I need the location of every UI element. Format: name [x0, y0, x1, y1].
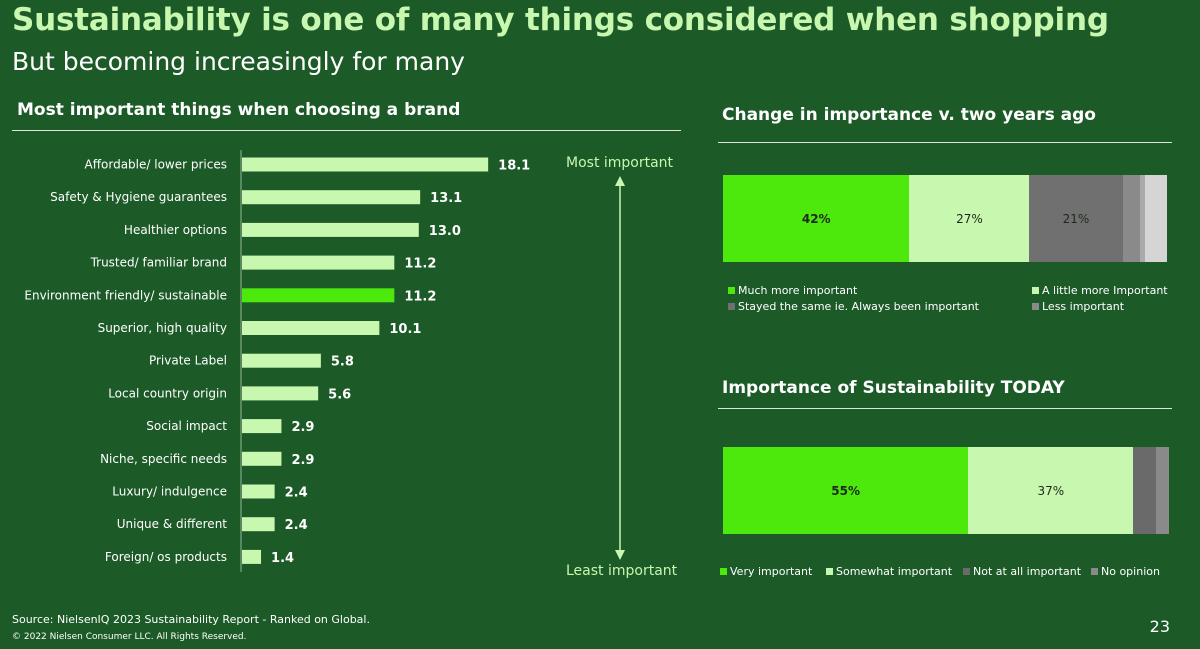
stack-segment: 55%	[723, 447, 969, 534]
page-subtitle: But becoming increasingly for many	[12, 47, 465, 76]
legend-label: Somewhat important	[836, 565, 953, 578]
legend-label: Not at all important	[973, 565, 1082, 578]
legend-swatch	[963, 568, 970, 575]
bar	[242, 517, 275, 532]
category-label: Niche, specific needs	[100, 452, 227, 466]
stack-segment: 21%	[1029, 175, 1123, 262]
bar	[242, 190, 421, 205]
legend-item: No opinion	[1091, 565, 1160, 578]
legend-item: Less important	[1032, 300, 1124, 313]
category-label: Trusted/ familiar brand	[90, 256, 227, 270]
change-title-rule	[718, 142, 1172, 143]
category-label: Local country origin	[108, 386, 227, 400]
copyright-note: © 2022 Nielsen Consumer LLC. All Rights …	[12, 632, 247, 642]
arrow-bottom-label: Least important	[566, 563, 678, 579]
legend-item: A little more Important	[1032, 284, 1168, 297]
value-label: 13.0	[429, 224, 461, 239]
legend-item: Very important	[720, 565, 812, 578]
legend-label: Less important	[1042, 300, 1125, 313]
value-label: 18.1	[498, 159, 530, 174]
legend-swatch	[826, 568, 833, 575]
category-label: Unique & different	[117, 517, 228, 531]
stack-segment	[1122, 175, 1141, 262]
legend-swatch	[728, 287, 735, 294]
category-label: Safety & Hygiene guarantees	[50, 190, 227, 204]
brand-importance-bar-chart: Affordable/ lower prices 18.1 Safety & Hyg…	[24, 150, 530, 572]
change-stacked-bar: 42% 27% 21%	[723, 175, 1167, 262]
stack-segment	[1155, 447, 1169, 534]
legend-swatch	[720, 568, 727, 575]
legend-label: Stayed the same ie. Always been importan…	[738, 300, 979, 313]
legend-label: A little more Important	[1042, 284, 1168, 297]
importance-arrow-icon	[615, 176, 625, 560]
category-label: Private Label	[149, 354, 227, 368]
value-label: 2.4	[285, 518, 308, 533]
bar	[242, 157, 489, 172]
stack-segment	[1144, 175, 1167, 262]
arrow-top-label: Most important	[566, 155, 674, 171]
bar	[242, 222, 419, 237]
bar	[242, 451, 282, 466]
legend-label: No opinion	[1101, 565, 1160, 578]
stack-segment: 37%	[968, 447, 1134, 534]
bar-highlighted	[242, 288, 395, 303]
source-note: Source: NielsenIQ 2023 Sustainability Re…	[12, 613, 370, 626]
value-label: 2.9	[291, 420, 314, 435]
stack-segment	[1140, 175, 1145, 262]
category-label: Environment friendly/ sustainable	[24, 288, 227, 302]
value-label: 5.8	[331, 355, 354, 370]
legend-item: Stayed the same ie. Always been importan…	[728, 300, 979, 313]
category-label: Luxury/ indulgence	[112, 485, 227, 499]
category-label: Superior, high quality	[98, 321, 227, 335]
value-label: 5.6	[328, 387, 351, 402]
left-chart-title: Most important things when choosing a br…	[17, 100, 461, 120]
page-title: Sustainability is one of many things con…	[12, 2, 1109, 38]
stack-segment: 27%	[909, 175, 1030, 262]
legend-label: Very important	[730, 565, 813, 578]
value-label: 13.1	[430, 191, 462, 206]
category-label: Affordable/ lower prices	[85, 158, 227, 172]
value-label: 2.4	[285, 486, 308, 501]
today-stacked-bar: 55% 37%	[723, 447, 1169, 534]
legend-swatch	[1032, 287, 1039, 294]
category-label: Social impact	[146, 419, 227, 433]
stack-segment: 42%	[723, 175, 910, 262]
value-label: 1.4	[271, 551, 294, 566]
bar	[242, 549, 262, 564]
legend-item: Somewhat important	[826, 565, 952, 578]
bar	[242, 353, 321, 368]
bar	[242, 419, 282, 434]
today-chart-title: Importance of Sustainability TODAY	[722, 378, 1065, 398]
value-label: 2.9	[291, 453, 314, 468]
change-legend: Much more important A little more Importa…	[728, 284, 1178, 318]
legend-item: Much more important	[728, 284, 857, 297]
legend-label: Much more important	[738, 284, 858, 297]
category-label: Healthier options	[124, 223, 227, 237]
value-label: 10.1	[389, 322, 421, 337]
legend-swatch	[1032, 303, 1039, 310]
category-label: Foreign/ os products	[105, 550, 227, 564]
today-title-rule	[718, 408, 1172, 409]
value-label: 11.2	[404, 289, 436, 304]
page-number: 23	[1149, 617, 1170, 636]
left-title-rule	[12, 130, 681, 131]
change-chart-title: Change in importance v. two years ago	[722, 105, 1096, 125]
legend-swatch	[728, 303, 735, 310]
legend-item: Not at all important	[963, 565, 1081, 578]
bar	[242, 484, 275, 499]
bar	[242, 386, 319, 401]
bar	[242, 321, 380, 335]
value-label: 11.2	[404, 257, 436, 272]
stack-segment	[1133, 447, 1156, 534]
today-legend: Very important Somewhat important Not at a…	[720, 565, 1180, 581]
legend-swatch	[1091, 568, 1098, 575]
bar	[242, 255, 395, 270]
